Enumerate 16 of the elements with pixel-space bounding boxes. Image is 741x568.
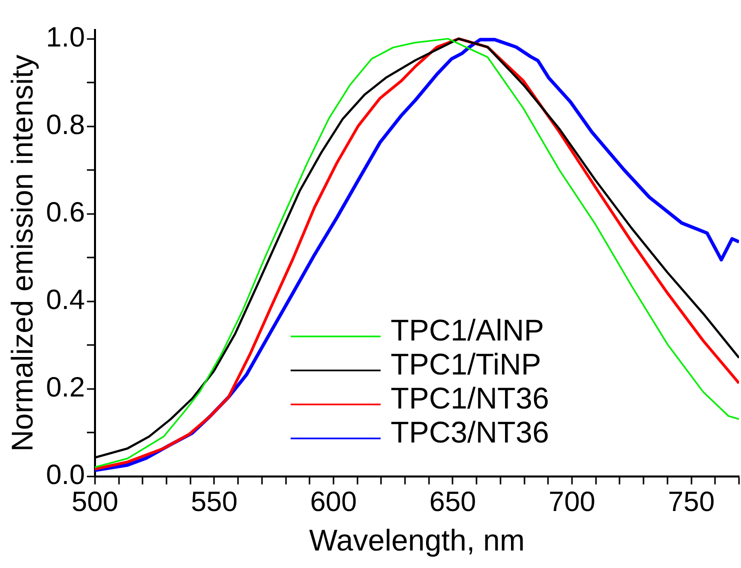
y-tick-label: 1.0	[46, 21, 85, 52]
x-tick-label: 600	[310, 486, 357, 517]
legend-label: TPC1/NT36	[390, 382, 550, 416]
y-tick-label: 0.6	[46, 196, 85, 228]
y-axis-title: Normalized emission intensity	[6, 54, 40, 452]
x-tick-label: 750	[668, 486, 715, 517]
x-tick-label: 700	[548, 486, 596, 517]
legend-label: TPC3/NT36	[390, 416, 550, 450]
x-axis-title: Wavelength, nm	[309, 524, 525, 558]
x-tick-label: 550	[190, 486, 238, 517]
x-tick-label: 650	[429, 486, 476, 517]
y-tick-label: 0.2	[46, 372, 85, 403]
legend-label: TPC1/AlNP	[390, 314, 544, 348]
y-tick-label: 0.4	[46, 284, 85, 316]
legend-label: TPC1/TiNP	[390, 348, 542, 382]
y-tick-label: 0.8	[46, 109, 85, 140]
